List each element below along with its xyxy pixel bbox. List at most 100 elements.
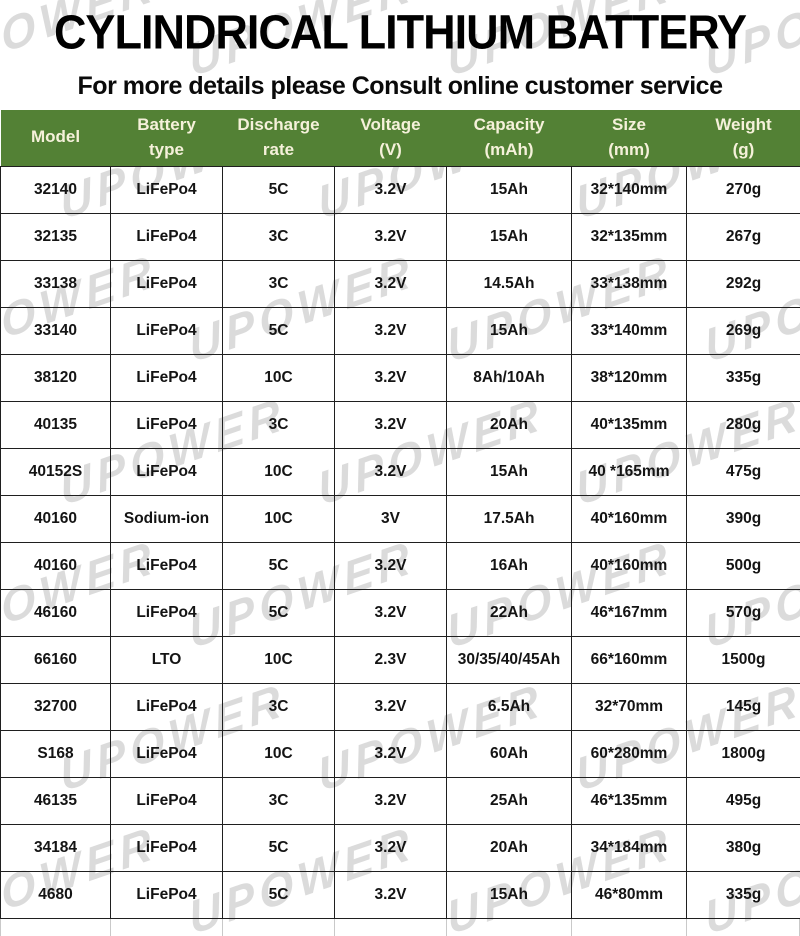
page-subtitle: For more details please Consult online c… — [77, 72, 723, 100]
table-cell: 500g — [686, 541, 800, 590]
table-row: 4680 LiFePo4 5C 3.2V 15Ah 46*80mm 335g — [0, 870, 800, 919]
table-cell: 38120 — [0, 353, 111, 402]
table-cell: Sodium-ion — [110, 494, 223, 543]
table-cell: LiFePo4 — [110, 400, 223, 449]
column-header-discharge-rate: Discharge rate — [222, 110, 335, 166]
table-cell: 6.5Ah — [446, 682, 572, 731]
table-cell: 15Ah — [446, 212, 572, 261]
page-title: CYLINDRICAL LITHIUM BATTERY — [53, 4, 747, 60]
table-cell: 66160 — [0, 635, 111, 684]
table-cell: 46135 — [0, 776, 111, 825]
table-cell: 40152S — [0, 447, 111, 496]
table-cell: 4680 — [0, 870, 111, 919]
column-header-voltage: Voltage (V) — [334, 110, 447, 166]
table-cell: 46*80mm — [571, 870, 687, 919]
table-header-row: Model Battery type Discharge rate Voltag… — [0, 110, 800, 166]
tail-column-line — [110, 919, 111, 936]
table-cell: 5C — [222, 165, 335, 214]
table-row: S168 LiFePo4 10C 3.2V 60Ah 60*280mm 1800g — [0, 729, 800, 778]
table-cell: 33140 — [0, 306, 111, 355]
table-cell: LiFePo4 — [110, 870, 223, 919]
table-row: 33138 LiFePo4 3C 3.2V 14.5Ah 33*138mm 292g — [0, 259, 800, 308]
table-cell: 46*135mm — [571, 776, 687, 825]
table-cell: 40 *165mm — [571, 447, 687, 496]
table-cell: 66*160mm — [571, 635, 687, 684]
table-cell: 40160 — [0, 541, 111, 590]
table-cell: 38*120mm — [571, 353, 687, 402]
table-row: 40160 Sodium-ion 10C 3V 17.5Ah 40*160mm 390g — [0, 494, 800, 543]
table-cell: 5C — [222, 870, 335, 919]
table-cell: 40*160mm — [571, 494, 687, 543]
tail-column-line — [686, 919, 687, 936]
table-cell: 15Ah — [446, 447, 572, 496]
table-cell: LiFePo4 — [110, 447, 223, 496]
table-cell: 3C — [222, 400, 335, 449]
table-cell: 34184 — [0, 823, 111, 872]
table-cell: LiFePo4 — [110, 353, 223, 402]
table-cell: 32700 — [0, 682, 111, 731]
table-row: 32140 LiFePo4 5C 3.2V 15Ah 32*140mm 270g — [0, 165, 800, 214]
table-cell: LiFePo4 — [110, 588, 223, 637]
table-cell: 3V — [334, 494, 447, 543]
table-cell: 20Ah — [446, 823, 572, 872]
table-row: 46160 LiFePo4 5C 3.2V 22Ah 46*167mm 570g — [0, 588, 800, 637]
table-cell: 390g — [686, 494, 800, 543]
tail-column-line — [446, 919, 447, 936]
table-cell: 270g — [686, 165, 800, 214]
table-cell: 46*167mm — [571, 588, 687, 637]
table-cell: 8Ah/10Ah — [446, 353, 572, 402]
table-row: 32700 LiFePo4 3C 3.2V 6.5Ah 32*70mm 145g — [0, 682, 800, 731]
table-cell: 33*138mm — [571, 259, 687, 308]
table-cell: LiFePo4 — [110, 165, 223, 214]
table-cell: 32140 — [0, 165, 111, 214]
table-cell: 40135 — [0, 400, 111, 449]
table-cell: 32*70mm — [571, 682, 687, 731]
table-cell: 495g — [686, 776, 800, 825]
table-cell: 33*140mm — [571, 306, 687, 355]
table-cell: LiFePo4 — [110, 212, 223, 261]
table-cell: 3.2V — [334, 776, 447, 825]
tail-column-line — [571, 919, 572, 936]
tail-column-line — [334, 919, 335, 936]
table-cell: 5C — [222, 823, 335, 872]
table-cell: LiFePo4 — [110, 776, 223, 825]
table-cell: 1800g — [686, 729, 800, 778]
table-cell: 32135 — [0, 212, 111, 261]
table-cell: 269g — [686, 306, 800, 355]
table-cell: 3.2V — [334, 306, 447, 355]
tail-column-line — [222, 919, 223, 936]
table-cell: 3.2V — [334, 353, 447, 402]
column-header-battery-type: Battery type — [110, 110, 223, 166]
table-cell: 15Ah — [446, 165, 572, 214]
table-cell: S168 — [0, 729, 111, 778]
table-row: 40135 LiFePo4 3C 3.2V 20Ah 40*135mm 280g — [0, 400, 800, 449]
table-cell: 3.2V — [334, 682, 447, 731]
table-header: Model Battery type Discharge rate Voltag… — [0, 110, 800, 166]
table-cell: 40*135mm — [571, 400, 687, 449]
table-cell: 17.5Ah — [446, 494, 572, 543]
table-cell: 267g — [686, 212, 800, 261]
table-cell: 2.3V — [334, 635, 447, 684]
table-tail-strip — [0, 919, 800, 936]
table-cell: 34*184mm — [571, 823, 687, 872]
table-cell: 3C — [222, 212, 335, 261]
table-cell: 10C — [222, 729, 335, 778]
table-cell: 280g — [686, 400, 800, 449]
table-cell: 3.2V — [334, 729, 447, 778]
table-cell: 145g — [686, 682, 800, 731]
table-cell: 3.2V — [334, 259, 447, 308]
table-cell: LiFePo4 — [110, 541, 223, 590]
table-cell: LiFePo4 — [110, 729, 223, 778]
table-cell: 25Ah — [446, 776, 572, 825]
table-cell: 3.2V — [334, 588, 447, 637]
table-cell: 335g — [686, 353, 800, 402]
table-cell: 292g — [686, 259, 800, 308]
table-cell: 335g — [686, 870, 800, 919]
table-row: 66160 LTO 10C 2.3V 30/35/40/45Ah 66*160mm 1500… — [0, 635, 800, 684]
table-cell: 1500g — [686, 635, 800, 684]
table-cell: 570g — [686, 588, 800, 637]
table-cell: 15Ah — [446, 870, 572, 919]
table-row: 40152S LiFePo4 10C 3.2V 15Ah 40 *165mm 475g — [0, 447, 800, 496]
table-cell: 3C — [222, 259, 335, 308]
